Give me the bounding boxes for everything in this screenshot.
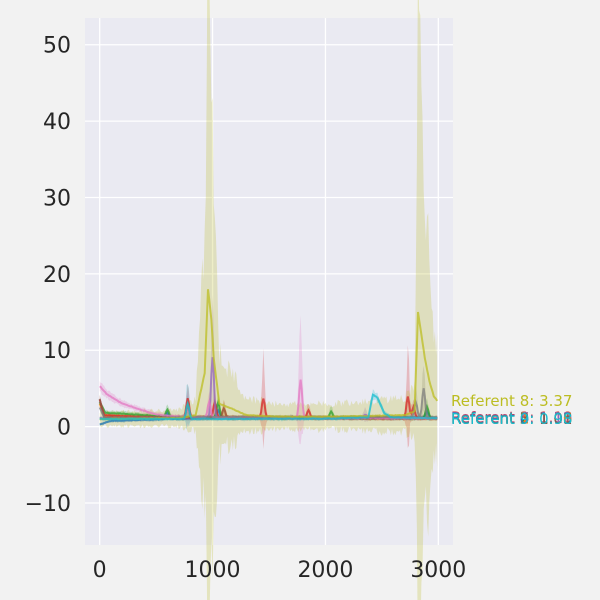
- y-tick-label: 50: [43, 34, 71, 59]
- series-lines: [98, 289, 439, 426]
- y-tick-label: 0: [57, 416, 71, 441]
- end-label: Referent 0: 1.03: [451, 410, 572, 428]
- y-axis-ticks: −10 0 10 20 30 40 50: [25, 34, 71, 517]
- end-label: Referent 9: 0.98: [451, 410, 572, 428]
- end-label: Referent 7: 1.15: [451, 409, 572, 427]
- x-axis-ticks: 0 1000 2000 3000: [93, 558, 467, 583]
- series-band-0: [99, 403, 438, 426]
- x-tick-label: 2000: [297, 558, 353, 583]
- x-tick-label: 0: [93, 558, 107, 583]
- plot-area: [85, 18, 453, 545]
- x-tick-label: 3000: [410, 558, 466, 583]
- end-label: Referent 6: 1.12: [451, 409, 572, 427]
- y-tick-label: 20: [43, 263, 71, 288]
- y-tick-label: 10: [43, 339, 71, 364]
- end-label: Referent 8: 3.37: [451, 392, 572, 410]
- end-label: Referent 3: 1.18: [451, 409, 572, 427]
- end-label: Referent 4: 1.10: [451, 409, 572, 427]
- y-tick-label: 30: [43, 186, 71, 211]
- x-tick-label: 1000: [185, 558, 241, 583]
- end-label: Referent 2: 1.08: [451, 409, 572, 427]
- end-label: Referent 1: 1.06: [451, 410, 572, 428]
- end-label: Referent 5: 1.01: [451, 410, 572, 428]
- y-tick-label: 40: [43, 110, 71, 135]
- series-line-9: [99, 393, 438, 421]
- y-tick-label: −10: [25, 492, 71, 517]
- grid: [85, 18, 453, 545]
